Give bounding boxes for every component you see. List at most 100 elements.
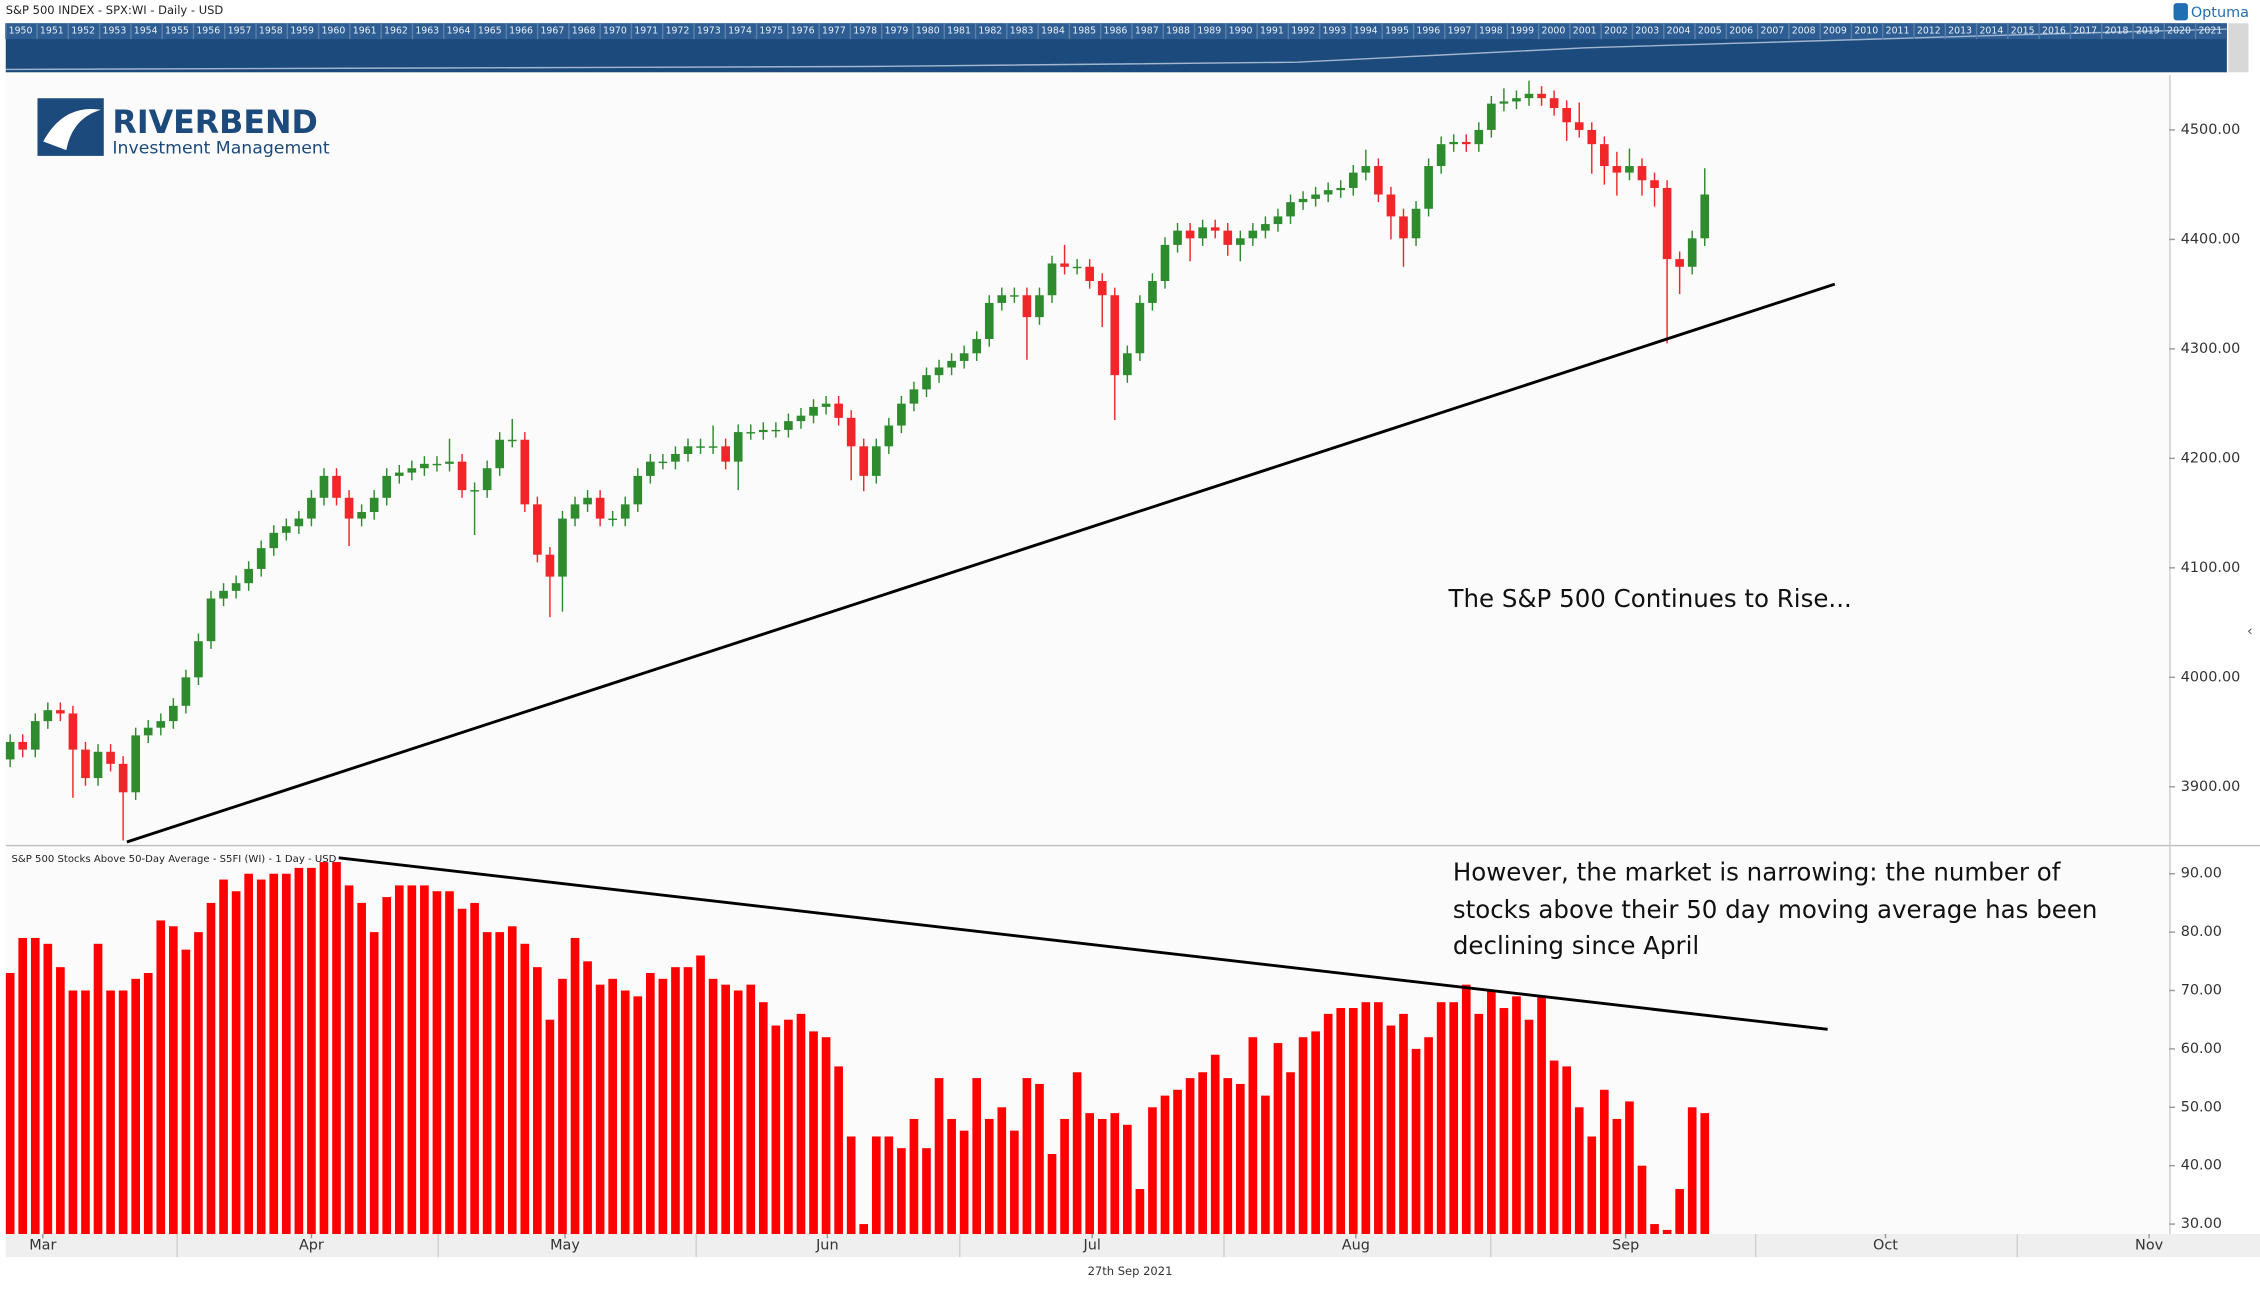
bar <box>231 891 241 1235</box>
bar <box>1123 1124 1132 1235</box>
bar <box>583 961 592 1235</box>
candle-body <box>56 710 65 714</box>
bar <box>1035 1083 1044 1235</box>
candle-body <box>1537 93 1546 99</box>
bar <box>683 967 693 1235</box>
year-label: 1987 <box>1135 26 1159 37</box>
bar <box>947 1118 956 1235</box>
candle-body <box>683 446 693 454</box>
bar <box>821 1037 831 1235</box>
bar <box>633 996 643 1235</box>
year-label: 2020 <box>2167 26 2191 37</box>
year-label: 1952 <box>71 26 95 37</box>
candle-body <box>771 429 781 432</box>
candle-body <box>156 721 166 728</box>
year-label: 1997 <box>1448 26 1472 37</box>
bar <box>1537 996 1546 1235</box>
candle-body <box>307 497 316 519</box>
candle-body <box>1411 208 1421 239</box>
candle-body <box>1085 266 1095 282</box>
plot-area <box>5 75 2170 1235</box>
bar <box>959 1130 969 1235</box>
collapse-arrow[interactable]: ‹ <box>2247 624 2253 640</box>
candle-body <box>595 497 605 519</box>
year-label: 1980 <box>916 26 940 37</box>
bar <box>897 1148 906 1235</box>
annotation: declining since April <box>1453 931 1699 960</box>
bar <box>1487 990 1496 1235</box>
bar <box>1298 1037 1308 1235</box>
year-label: 2017 <box>2073 26 2097 37</box>
year-label: 2018 <box>2105 26 2129 37</box>
bar <box>382 897 392 1235</box>
candle-body <box>758 429 768 433</box>
candle-body <box>972 339 982 354</box>
year-label: 1979 <box>885 26 909 37</box>
bar <box>558 978 567 1235</box>
bar <box>620 990 630 1235</box>
x-tick-label: Jul <box>1082 1238 1100 1254</box>
candle-body <box>1022 295 1032 318</box>
year-label: 2001 <box>1573 26 1597 37</box>
candle-body <box>1235 238 1245 245</box>
bar <box>658 978 668 1235</box>
x-tick-label: Oct <box>1873 1238 1898 1254</box>
candle-body <box>1600 144 1609 167</box>
candle-body <box>1047 263 1057 296</box>
candle-body <box>796 415 806 422</box>
bar <box>1700 1113 1710 1235</box>
bar <box>1022 1078 1032 1235</box>
year-label: 1984 <box>1041 26 1065 37</box>
candle-body <box>106 751 115 764</box>
candle-body <box>1198 227 1207 239</box>
bar <box>1210 1054 1220 1235</box>
candle-body <box>407 468 417 473</box>
year-label: 1999 <box>1510 26 1534 37</box>
year-label: 1986 <box>1104 26 1128 37</box>
candle-body <box>244 568 253 584</box>
year-label: 1990 <box>1229 26 1253 37</box>
bar <box>344 885 354 1235</box>
logo-name: RIVERBEND <box>112 105 317 141</box>
bar <box>570 937 580 1235</box>
candle-body <box>1160 244 1170 282</box>
bar <box>1311 1031 1320 1235</box>
y-tick-label: 90.00 <box>2181 866 2222 882</box>
candle-body <box>1386 194 1396 217</box>
bar <box>909 1118 919 1235</box>
navigator-scroll <box>2228 23 2249 73</box>
bar <box>1235 1083 1245 1235</box>
candle-body <box>1499 101 1509 104</box>
candle-body <box>809 406 818 416</box>
bar <box>1600 1089 1609 1235</box>
candle-body <box>1650 180 1659 188</box>
bar <box>859 1224 869 1235</box>
candle-body <box>1273 216 1283 225</box>
candle-body <box>1010 295 1019 297</box>
candle-body <box>93 751 103 779</box>
candle-body <box>608 518 618 521</box>
bar <box>721 984 730 1235</box>
year-label: 2013 <box>1948 26 1972 37</box>
year-label: 1974 <box>728 26 752 37</box>
bar <box>708 978 718 1235</box>
bar <box>307 867 316 1235</box>
bar <box>445 891 454 1235</box>
year-label: 1967 <box>540 26 564 37</box>
year-label: 2003 <box>1635 26 1659 37</box>
candle-body <box>30 721 40 750</box>
bar <box>1173 1089 1182 1235</box>
bar <box>1110 1113 1120 1235</box>
year-label: 1973 <box>697 26 721 37</box>
candle-body <box>1524 93 1534 99</box>
year-label: 2004 <box>1667 26 1691 37</box>
x-tick-label: Sep <box>1612 1238 1639 1254</box>
bar <box>1625 1101 1634 1235</box>
candle-body <box>846 417 856 447</box>
y-tick-label: 70.00 <box>2181 983 2222 999</box>
bar <box>1336 1008 1346 1235</box>
bar <box>294 867 304 1235</box>
candle-body <box>671 453 680 462</box>
candle-body <box>696 446 705 448</box>
candle-body <box>1336 187 1346 191</box>
